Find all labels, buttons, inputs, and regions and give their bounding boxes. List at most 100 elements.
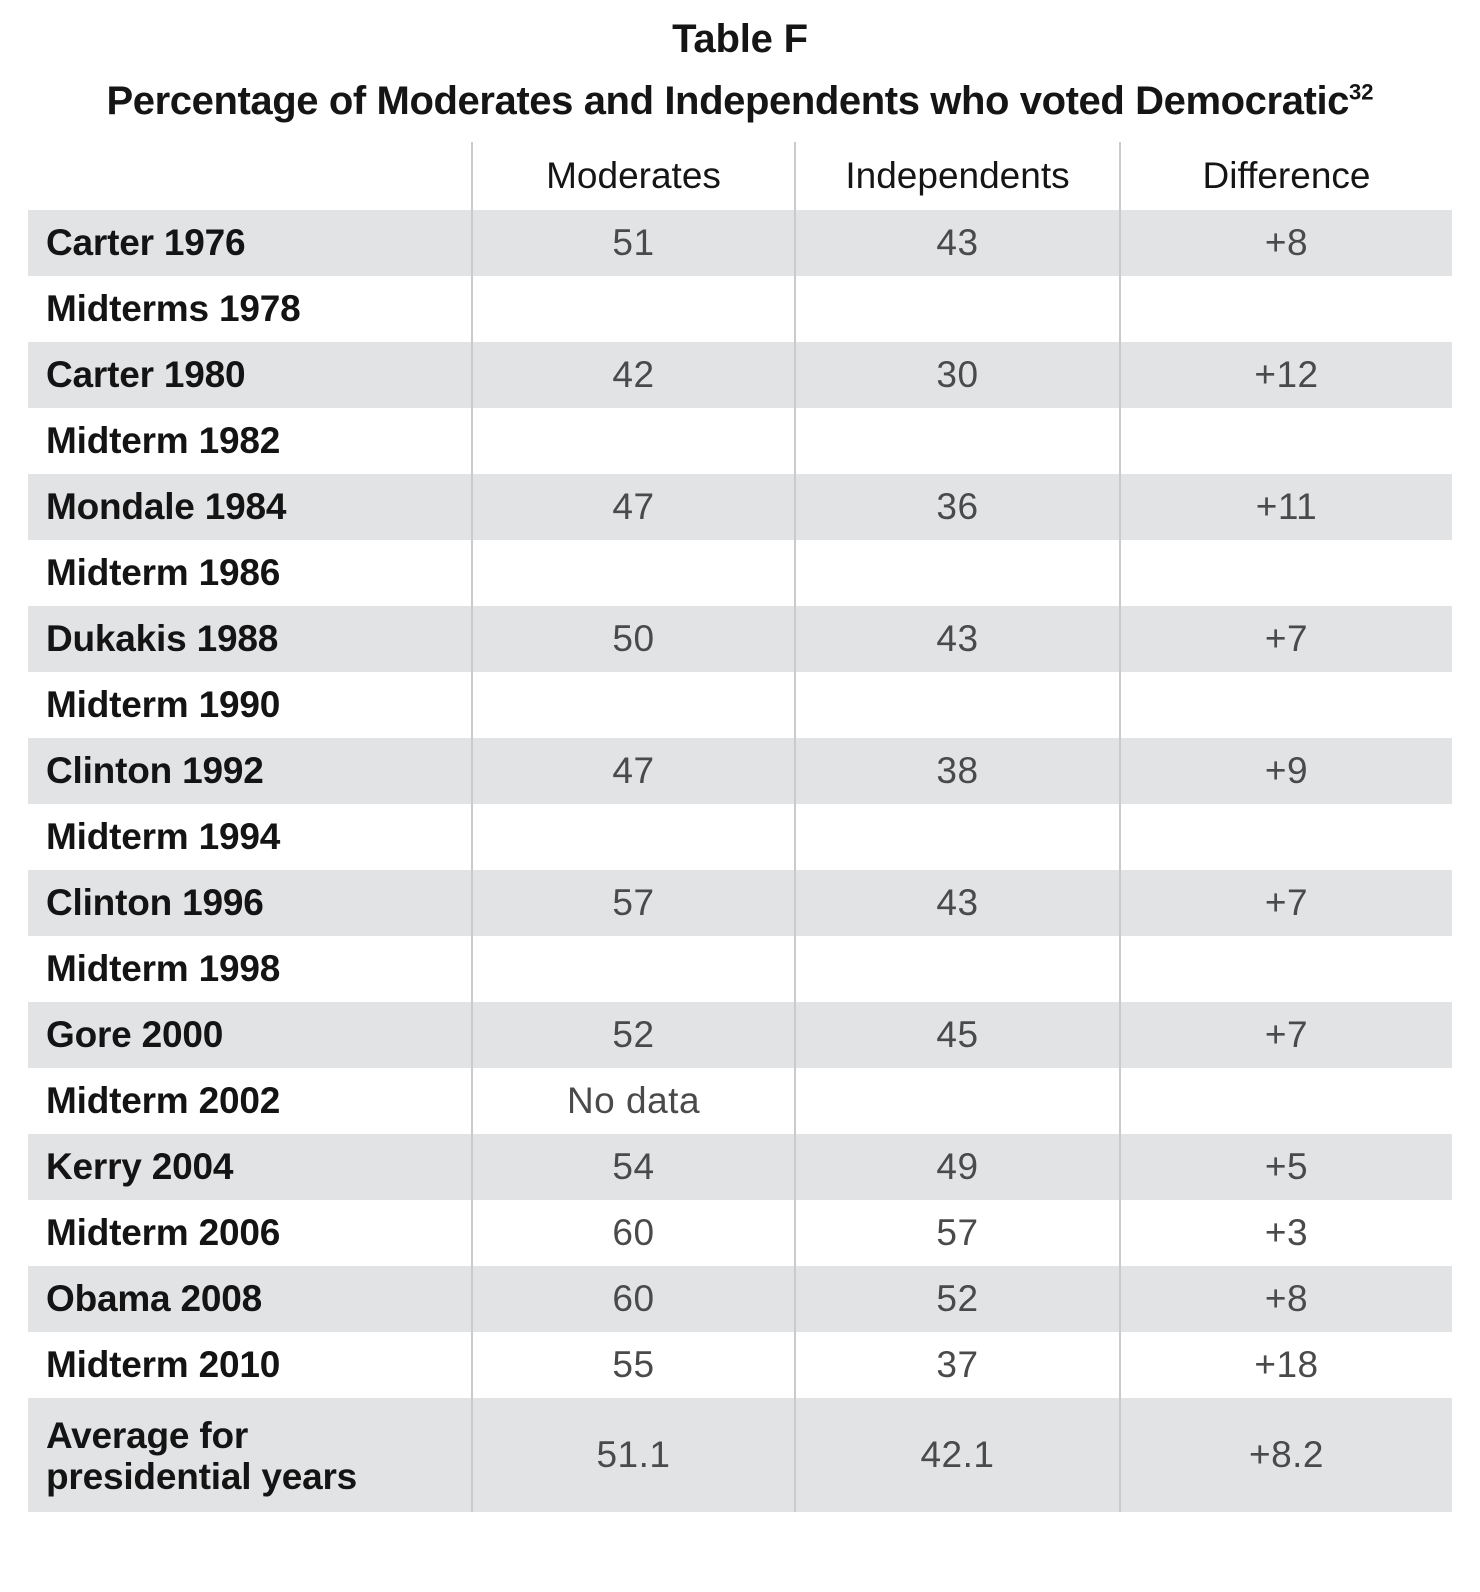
summary-independents: 42.1: [794, 1398, 1120, 1512]
table-row: Midterm 2002 No data: [28, 1068, 1452, 1134]
cell-moderates: 50: [471, 606, 795, 672]
row-label: Midterm 1986: [28, 540, 472, 606]
footnote-marker: 32: [1349, 79, 1374, 105]
cell-independents: 37: [794, 1332, 1120, 1398]
cell-moderates: 57: [471, 870, 795, 936]
cell-independents: [794, 936, 1120, 1002]
cell-difference: +8: [1119, 1266, 1452, 1332]
table-row: Midterm 1982: [28, 408, 1452, 474]
page-title: Percentage of Moderates and Independents…: [0, 78, 1480, 124]
cell-moderates: [471, 672, 795, 738]
cell-moderates: [471, 540, 795, 606]
table-row: Obama 2008 60 52 +8: [28, 1266, 1452, 1332]
cell-independents: [794, 276, 1120, 342]
cell-difference: +3: [1119, 1200, 1452, 1266]
cell-difference: [1119, 672, 1452, 738]
table-label: Table F: [672, 17, 808, 61]
cell-difference: [1119, 804, 1452, 870]
table-row: Midterm 2006 60 57 +3: [28, 1200, 1452, 1266]
cell-independents: 45: [794, 1002, 1120, 1068]
cell-independents: 43: [794, 606, 1120, 672]
table-row: Gore 2000 52 45 +7: [28, 1002, 1452, 1068]
cell-difference: [1119, 276, 1452, 342]
caption-text: Percentage of Moderates and Independents…: [106, 79, 1350, 123]
column-header-independents: Independents: [794, 142, 1120, 210]
summary-moderates: 51.1: [471, 1398, 795, 1512]
data-table: Moderates Independents Difference Carter…: [28, 142, 1452, 1512]
cell-independents: [794, 1068, 1120, 1134]
row-label: Midterm 2010: [28, 1332, 472, 1398]
table-container: Moderates Independents Difference Carter…: [0, 142, 1480, 1512]
row-label: Mondale 1984: [28, 474, 472, 540]
cell-difference: [1119, 936, 1452, 1002]
table-row: Midterms 1978: [28, 276, 1452, 342]
table-row: Midterm 1990: [28, 672, 1452, 738]
cell-moderates: 60: [471, 1200, 795, 1266]
table-row: Midterm 1998: [28, 936, 1452, 1002]
summary-label-line1: Average for: [46, 1414, 249, 1456]
cell-moderates: 47: [471, 474, 795, 540]
cell-difference: +11: [1119, 474, 1452, 540]
column-header-blank: [28, 142, 472, 210]
column-header-difference: Difference: [1119, 142, 1452, 210]
cell-difference: +7: [1119, 606, 1452, 672]
summary-difference: +8.2: [1119, 1398, 1452, 1512]
table-row: Kerry 2004 54 49 +5: [28, 1134, 1452, 1200]
table-row: Midterm 1994: [28, 804, 1452, 870]
table-row: Mondale 1984 47 36 +11: [28, 474, 1452, 540]
cell-independents: [794, 540, 1120, 606]
row-label: Carter 1980: [28, 342, 472, 408]
cell-difference: +12: [1119, 342, 1452, 408]
cell-moderates: [471, 408, 795, 474]
cell-moderates: 42: [471, 342, 795, 408]
row-label: Clinton 1996: [28, 870, 472, 936]
cell-moderates: [471, 276, 795, 342]
row-label: Midterm 1994: [28, 804, 472, 870]
row-label: Obama 2008: [28, 1266, 472, 1332]
cell-moderates: No data: [471, 1068, 795, 1134]
row-label: Kerry 2004: [28, 1134, 472, 1200]
cell-moderates: 47: [471, 738, 795, 804]
table-row: Carter 1980 42 30 +12: [28, 342, 1452, 408]
cell-difference: +8: [1119, 210, 1452, 276]
cell-independents: 43: [794, 870, 1120, 936]
cell-moderates: [471, 936, 795, 1002]
title-block: Table F Percentage of Moderates and Inde…: [0, 0, 1480, 124]
cell-independents: [794, 672, 1120, 738]
summary-label-line2: presidential years: [46, 1456, 358, 1497]
row-label: Midterm 1982: [28, 408, 472, 474]
table-row: Clinton 1992 47 38 +9: [28, 738, 1452, 804]
table-row: Dukakis 1988 50 43 +7: [28, 606, 1452, 672]
table-row: Clinton 1996 57 43 +7: [28, 870, 1452, 936]
cell-independents: 43: [794, 210, 1120, 276]
column-header-moderates: Moderates: [471, 142, 795, 210]
table-row: Midterm 2010 55 37 +18: [28, 1332, 1452, 1398]
cell-difference: +5: [1119, 1134, 1452, 1200]
summary-label: Average for presidential years: [28, 1398, 472, 1512]
row-label: Midterms 1978: [28, 276, 472, 342]
row-label: Carter 1976: [28, 210, 472, 276]
row-label: Gore 2000: [28, 1002, 472, 1068]
cell-difference: [1119, 540, 1452, 606]
row-label: Midterm 1990: [28, 672, 472, 738]
cell-moderates: 51: [471, 210, 795, 276]
cell-independents: [794, 804, 1120, 870]
row-label: Clinton 1992: [28, 738, 472, 804]
cell-difference: +9: [1119, 738, 1452, 804]
cell-difference: +18: [1119, 1332, 1452, 1398]
table-row: Carter 1976 51 43 +8: [28, 210, 1452, 276]
cell-moderates: 55: [471, 1332, 795, 1398]
summary-row: Average for presidential years 51.1 42.1 +8.…: [28, 1398, 1452, 1512]
table-body: Carter 1976 51 43 +8 Midterms 1978 Carter 198…: [28, 210, 1452, 1512]
cell-difference: [1119, 408, 1452, 474]
cell-independents: 52: [794, 1266, 1120, 1332]
cell-independents: [794, 408, 1120, 474]
row-label: Midterm 2002: [28, 1068, 472, 1134]
cell-moderates: 52: [471, 1002, 795, 1068]
cell-independents: 38: [794, 738, 1120, 804]
cell-independents: 49: [794, 1134, 1120, 1200]
cell-independents: 30: [794, 342, 1120, 408]
row-label: Midterm 2006: [28, 1200, 472, 1266]
cell-moderates: 60: [471, 1266, 795, 1332]
